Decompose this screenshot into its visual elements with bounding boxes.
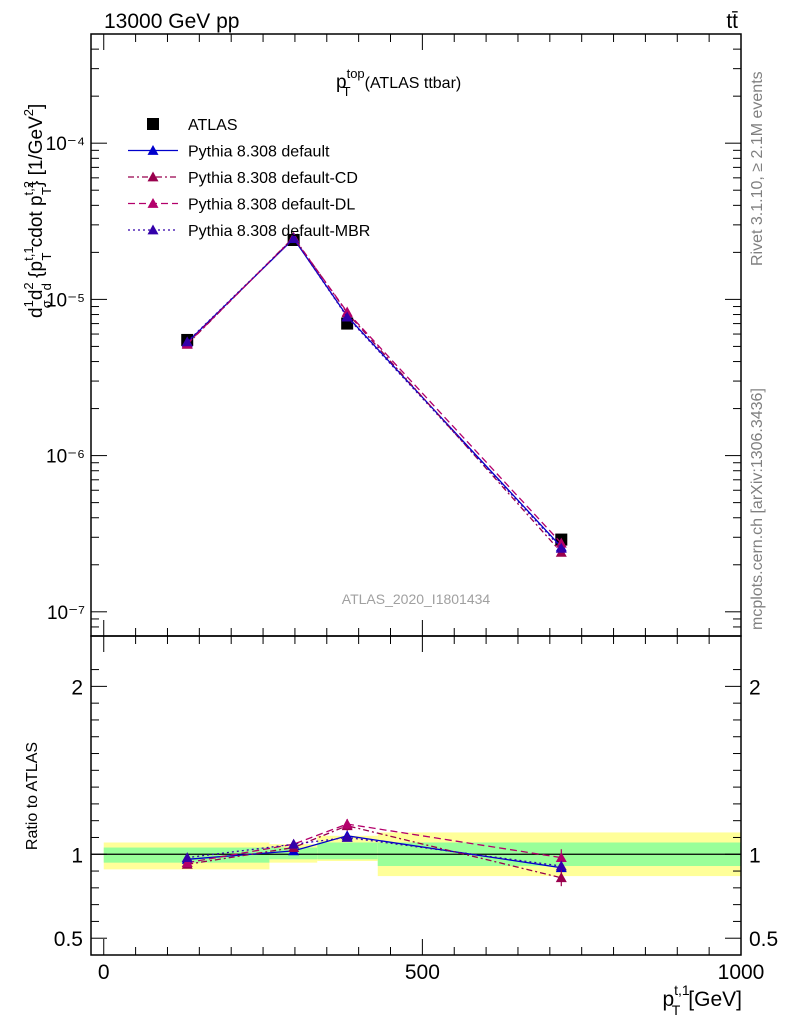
ratio-xlabel: pt,1 T [GeV] [662, 982, 742, 1018]
main-ylabel: d1 σd2 d {pt,1 T cdot pt,2 T} [1/GeV2] [21, 104, 54, 318]
dl-main-line [186, 236, 562, 544]
header-left: 13000 GeV pp [104, 10, 239, 33]
mbr-ratio-marker-2 [341, 831, 353, 842]
rivet-version: Rivet 3.1.10, ≥ 2.1M events [749, 71, 766, 266]
legend-marker-default [147, 145, 159, 155]
mbr-main-marker-2 [341, 311, 353, 322]
main-ytick-label: 10⁻⁷ [47, 603, 85, 624]
legend-label-mbr: Pythia 8.308 default-MBR [188, 223, 370, 240]
mbr-ratio-marker-1 [288, 838, 300, 849]
analysis-id: ATLAS_2020_I1801434 [342, 591, 491, 607]
ratio-ytick-label-right: 1 [749, 844, 761, 867]
mbr-main-line [186, 237, 562, 549]
ratio-ytick-label-right: 0.5 [749, 928, 778, 951]
legend-marker-cd [147, 171, 159, 182]
ratio-xtick-label: 0 [98, 961, 110, 984]
mbr-main-marker-1 [288, 232, 300, 243]
ratio-ytick-label-left: 2 [71, 676, 83, 699]
ratio-panel [91, 818, 741, 887]
mbr-ratio-marker-3 [555, 860, 567, 871]
mbr-ratio-marker-0 [181, 852, 193, 863]
default-main-line [186, 237, 562, 548]
legend-marker-dl [147, 198, 159, 208]
legend-label-atlas: ATLAS [188, 117, 238, 134]
mbr-main-marker-0 [181, 336, 193, 347]
main-ytick-label: 10⁻⁶ [46, 447, 85, 468]
legend-marker-atlas [147, 118, 159, 130]
dl-ratio-marker-0 [181, 857, 193, 868]
plot-title-sub: T [343, 84, 351, 99]
ratio-xtick-label: 500 [405, 961, 440, 984]
ratio-frame [90, 635, 742, 956]
ratio-ytick-label-right: 2 [749, 676, 761, 699]
header-right: tt̄ [726, 10, 738, 33]
main-ytick-label: 10⁻⁴ [46, 134, 85, 155]
dl-ratio-line [187, 823, 562, 864]
band-inner-2 [317, 842, 378, 860]
main-panel [181, 231, 568, 557]
dl-ratio-marker-3 [555, 852, 567, 863]
dl-ratio-marker-2 [341, 818, 353, 829]
plot-title: ptop T (ATLAS ttbar) [336, 66, 461, 99]
ratio-ytick-label-left: 1 [71, 844, 83, 867]
dl-main-marker-2 [341, 306, 353, 317]
legend-marker-mbr [147, 224, 159, 235]
cd-main-line [186, 236, 562, 553]
ratio-xtick-label: 1000 [718, 961, 765, 984]
plot-title-main: p [336, 72, 347, 93]
mbr-main-marker-3 [555, 542, 567, 553]
ratio-ytick-label-left: 0.5 [54, 928, 83, 951]
main-ytick-label: 10⁻⁵ [46, 290, 85, 311]
plot-title-sup: top [347, 66, 365, 81]
cd-ratio-line [187, 825, 562, 879]
legend-label-dl: Pythia 8.308 default-DL [188, 197, 355, 214]
legend: ATLAS Pythia 8.308 default Pythia 8.308 de… [128, 117, 370, 240]
mcplots-credit: mcplots.cern.ch [arXiv:1306.3436] [749, 388, 766, 630]
plot-title-rest: (ATLAS ttbar) [365, 75, 462, 92]
cd-ratio-marker-3 [555, 872, 567, 883]
ratio-ylabel: Ratio to ATLAS [24, 742, 41, 850]
legend-label-cd: Pythia 8.308 default-CD [188, 170, 358, 187]
legend-label-default: Pythia 8.308 default [188, 144, 330, 161]
dl-main-marker-3 [555, 537, 567, 548]
axes: 10⁻⁷ 10⁻⁶ 10⁻⁵ 10⁻⁴ 0 500 1000 0.5 0.5 1 1 2 2 [46, 33, 778, 984]
